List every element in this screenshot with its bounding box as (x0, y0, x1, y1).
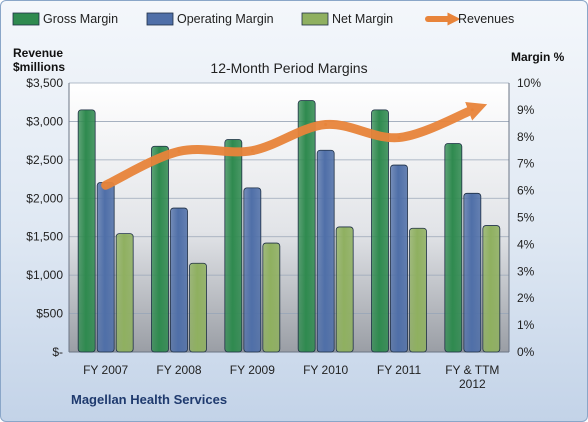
y-left-tick-label: $- (52, 345, 63, 359)
bars (77, 100, 501, 353)
chart-title: 12-Month Period Margins (210, 60, 367, 76)
legend-label-operating-margin: Operating Margin (177, 12, 274, 26)
y-left-tick-label: $2,000 (26, 191, 63, 205)
bar-net-margin (409, 227, 427, 353)
x-tick-label: FY 2011 (377, 363, 422, 377)
bar-net-margin (262, 242, 281, 353)
legend-label-revenues: Revenues (458, 12, 514, 26)
y-left-tick-label: $3,000 (26, 114, 63, 128)
x-tick-label: FY 2010 (303, 363, 348, 377)
y-left-axis-subtitle: $millions (13, 60, 65, 74)
bar-gross-margin (224, 139, 243, 353)
legend: Gross Margin Operating Margin Net Margin Re… (12, 12, 514, 26)
legend-swatch-net-margin (301, 12, 329, 26)
revenues-point (324, 123, 328, 127)
y-left-tick-label: $3,500 (26, 76, 63, 90)
bar-operating-margin (463, 192, 482, 353)
gridlines: $- $500 $1,000 $1,500 $2,000 $2,500 $3,000 $3,5… (26, 76, 509, 359)
revenues-point (177, 149, 181, 153)
y-right-tick-label: 5% (517, 211, 535, 225)
bar-gross-margin (297, 100, 316, 353)
x-tick-label: 2012 (459, 377, 486, 391)
x-tick-label: FY & TTM (445, 363, 499, 377)
bar-gross-margin (77, 109, 96, 353)
y-right-tick-label: 8% (517, 130, 535, 144)
revenues-points (104, 108, 474, 187)
legend-swatch-gross-margin (12, 12, 40, 26)
bar-net-margin (189, 262, 207, 353)
bar-operating-margin (390, 164, 408, 353)
company-label: Magellan Health Services (71, 392, 227, 407)
bar-net-margin (335, 226, 354, 353)
x-tick-label: FY 2009 (230, 363, 275, 377)
legend-label-gross-margin: Gross Margin (43, 12, 118, 26)
y-right-tick-label: 0% (517, 345, 535, 359)
x-tick-label: FY 2007 (83, 363, 128, 377)
bar-operating-margin (243, 187, 262, 353)
bar-net-margin (482, 225, 501, 353)
revenues-point (250, 149, 254, 153)
y-right-tick-label: 6% (517, 184, 535, 198)
bar-gross-margin (151, 145, 169, 353)
bar-gross-margin (371, 109, 389, 353)
revenues-line (101, 102, 488, 190)
y-right-tick-label: 4% (517, 237, 535, 251)
y-right-tick-label: 9% (517, 103, 535, 117)
bar-net-margin (115, 233, 134, 353)
y-left-tick-label: $1,000 (26, 268, 63, 282)
revenues-point (397, 136, 401, 140)
y-right-tick-label: 3% (517, 264, 535, 278)
y-right-tick-label: 10% (517, 76, 541, 90)
bar-operating-margin (96, 182, 115, 353)
legend-swatch-operating-margin (146, 12, 174, 26)
y-right-axis-title: Margin % (511, 50, 565, 64)
y-right-tick-label: 2% (517, 291, 535, 305)
y-left-tick-label: $2,500 (26, 153, 63, 167)
bar-operating-margin (316, 149, 335, 353)
y-right-tick-label: 1% (517, 318, 535, 332)
bar-gross-margin (444, 143, 463, 353)
y-left-axis-title: Revenue (13, 46, 63, 60)
bar-operating-margin (170, 207, 188, 353)
x-tick-label: FY 2008 (156, 363, 201, 377)
y-right-tick-label: 7% (517, 157, 535, 171)
legend-label-net-margin: Net Margin (332, 12, 393, 26)
y-left-tick-label: $500 (36, 307, 63, 321)
revenues-point (104, 183, 108, 187)
y-left-tick-label: $1,500 (26, 230, 63, 244)
revenues-point (470, 108, 474, 112)
